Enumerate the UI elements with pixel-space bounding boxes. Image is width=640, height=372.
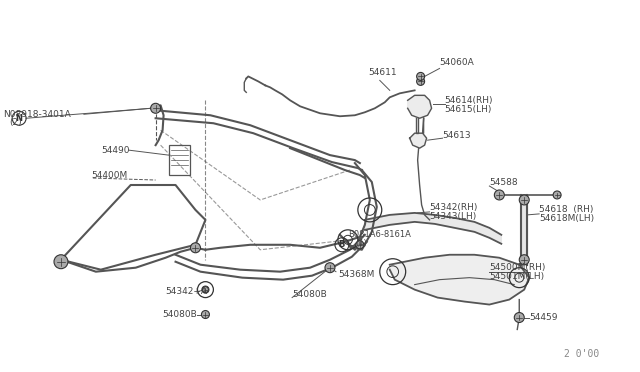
Text: 54615(LH): 54615(LH) [445,105,492,114]
Circle shape [202,286,209,293]
Text: (4): (4) [355,239,367,248]
Polygon shape [390,255,529,305]
Text: N: N [15,114,22,123]
Polygon shape [365,213,501,244]
Circle shape [417,77,424,86]
Circle shape [54,255,68,269]
Bar [168,145,191,175]
Text: B081A6-8161A: B081A6-8161A [348,230,411,239]
Text: N08918-3401A: N08918-3401A [3,110,71,119]
Circle shape [515,312,524,323]
Text: 54342(RH): 54342(RH) [429,203,478,212]
Polygon shape [408,95,431,118]
Circle shape [191,243,200,253]
Text: 54613: 54613 [442,131,471,140]
Circle shape [356,241,364,249]
Text: 54080B: 54080B [163,310,197,319]
Circle shape [519,195,529,205]
Text: 54618M(LH): 54618M(LH) [539,214,595,223]
Text: B: B [339,240,345,249]
Text: 54080B: 54080B [292,290,327,299]
Circle shape [553,191,561,199]
Circle shape [494,190,504,200]
Text: 54490: 54490 [101,145,129,155]
Text: 54500M(RH): 54500M(RH) [490,263,546,272]
Circle shape [519,255,529,265]
Circle shape [417,73,424,80]
Polygon shape [521,195,527,265]
Text: 54400M: 54400M [91,170,127,180]
Text: 54611: 54611 [368,68,396,77]
Circle shape [202,311,209,318]
Text: 54342+A: 54342+A [166,287,207,296]
Text: 54501M(LH): 54501M(LH) [490,272,545,281]
Text: 54060A: 54060A [440,58,474,67]
Text: 2 0'00: 2 0'00 [564,349,599,359]
Text: 54614(RH): 54614(RH) [445,96,493,105]
Text: 54588: 54588 [490,177,518,186]
Circle shape [325,263,335,273]
Circle shape [150,103,161,113]
Text: (2): (2) [9,118,22,127]
Text: 54368M: 54368M [338,270,374,279]
Polygon shape [410,133,427,148]
Text: 54459: 54459 [529,313,557,322]
Text: 54343(LH): 54343(LH) [429,212,477,221]
Text: 54618  (RH): 54618 (RH) [539,205,593,214]
